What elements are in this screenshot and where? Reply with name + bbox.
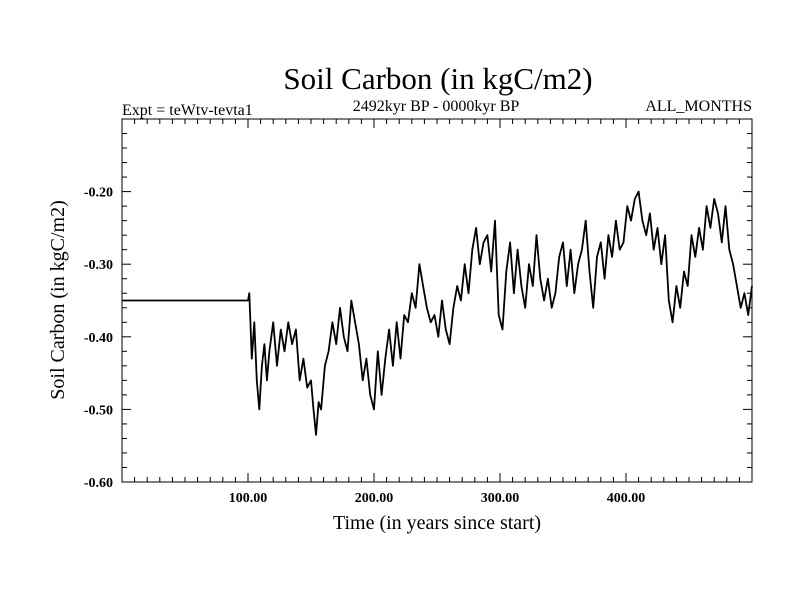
y-tick-label: -0.20 bbox=[84, 186, 113, 201]
x-tick-label: 100.00 bbox=[229, 491, 268, 506]
x-tick-label: 300.00 bbox=[481, 491, 520, 506]
y-tick-label: -0.50 bbox=[84, 403, 113, 418]
x-tick-label: 400.00 bbox=[607, 491, 646, 506]
y-tick-label: -0.40 bbox=[84, 331, 113, 346]
y-axis-label: Soil Carbon (in kgC/m2) bbox=[47, 200, 69, 399]
chart-subtitle: 2492kyr BP - 0000kyr BP bbox=[353, 98, 520, 115]
x-axis-label: Time (in years since start) bbox=[333, 512, 541, 534]
y-tick-label: -0.30 bbox=[84, 258, 113, 273]
chart-left-label: Expt = teWtv-tevta1 bbox=[122, 102, 253, 119]
y-tick-labels: -0.60 -0.50 -0.40 -0.30 -0.20 bbox=[84, 186, 113, 491]
series-line-soil-carbon bbox=[122, 190, 753, 436]
y-tick-label: -0.60 bbox=[84, 476, 113, 491]
chart-right-label: ALL_MONTHS bbox=[645, 98, 752, 115]
x-tick-labels: 100.00 200.00 300.00 400.00 bbox=[229, 491, 646, 506]
x-tick-label: 200.00 bbox=[355, 491, 394, 506]
chart-title: Soil Carbon (in kgC/m2) bbox=[283, 61, 592, 96]
